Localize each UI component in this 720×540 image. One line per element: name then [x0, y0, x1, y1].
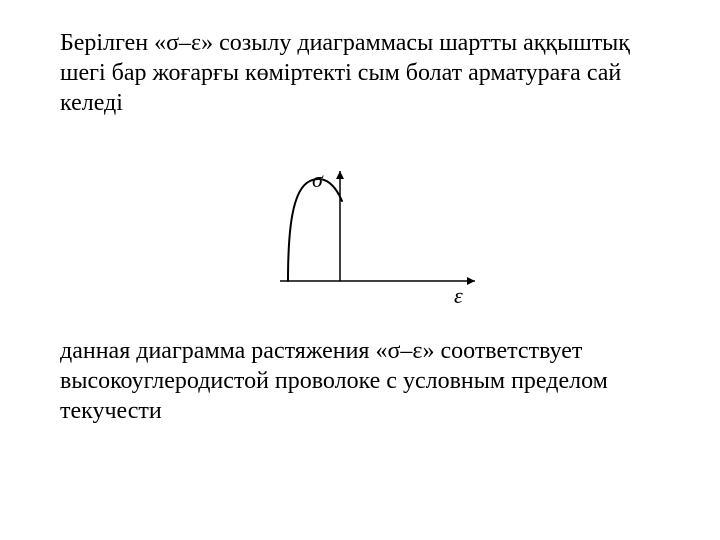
paragraph-top: Берілген «σ–ε» созылу диаграммасы шартты…	[60, 28, 660, 118]
sigma-axis-label: σ	[312, 167, 324, 192]
stress-strain-diagram: σε	[60, 136, 660, 316]
diagram-svg: σε	[210, 141, 510, 311]
paragraph-bottom: данная диаграмма растяжения «σ–ε» соотве…	[60, 336, 660, 426]
epsilon-axis-label: ε	[454, 283, 463, 308]
document-page: Берілген «σ–ε» созылу диаграммасы шартты…	[0, 0, 720, 540]
